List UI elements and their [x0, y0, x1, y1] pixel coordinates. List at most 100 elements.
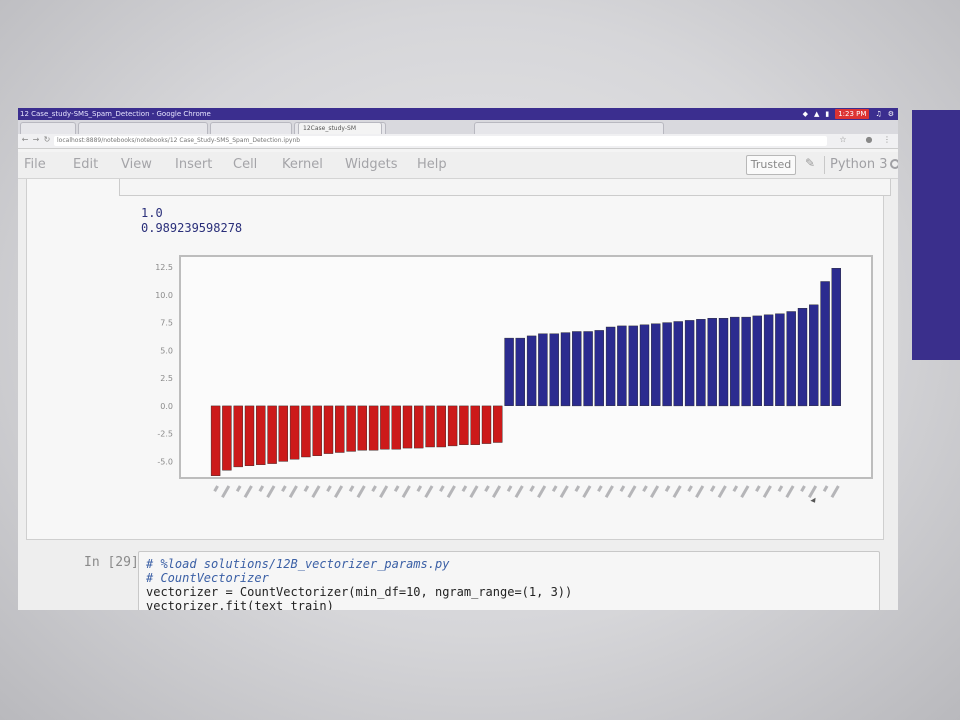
bar-positive — [797, 308, 808, 407]
coefficient-bar-chart: 12.5 10.0 7.5 5.0 2.5 0.0 -2.5 -5.0 — [155, 255, 873, 499]
window-title: 12 Case_study-SMS_Spam_Detection - Googl… — [20, 110, 211, 118]
x-tick-label-blurred — [717, 485, 727, 499]
x-tick-label-blurred — [514, 485, 524, 499]
trusted-indicator[interactable]: Trusted — [746, 155, 796, 175]
bar-positive — [696, 319, 706, 407]
x-tick-label-blurred — [243, 485, 253, 499]
bar-positive — [628, 325, 638, 407]
code-line: vectorizer.fit(text_train) — [146, 599, 334, 610]
tab-strip: 12Case_study-SM — [18, 120, 898, 134]
dropbox-icon[interactable]: ◆ — [802, 110, 808, 118]
x-tick-label-blurred — [221, 485, 231, 499]
output-line: 1.0 — [141, 206, 163, 220]
forward-icon[interactable]: → — [32, 135, 40, 144]
previous-input-cell[interactable] — [119, 179, 891, 196]
settings-icon[interactable]: ⚙ — [887, 110, 894, 118]
bar-negative — [368, 405, 379, 451]
menu-cell[interactable]: Cell — [233, 157, 258, 172]
x-tick-label-blurred — [559, 485, 569, 499]
bar-negative — [459, 405, 469, 445]
x-tick-label-blurred — [424, 485, 434, 499]
menu-kernel[interactable]: Kernel — [282, 157, 323, 172]
bar-negative — [312, 405, 322, 456]
x-tick-label-blurred — [439, 485, 445, 492]
bar-negative — [233, 405, 243, 468]
x-tick-label-blurred — [379, 485, 389, 499]
menu-edit[interactable]: Edit — [73, 157, 99, 172]
x-tick-label-blurred — [235, 485, 242, 492]
bar-positive — [515, 337, 525, 406]
x-tick-label-blurred — [709, 485, 716, 492]
menu-help[interactable]: Help — [417, 157, 447, 172]
bar-positive — [538, 333, 548, 407]
extension-icon[interactable]: ● — [865, 135, 873, 144]
y-tick-label: -2.5 — [157, 430, 173, 439]
x-tick-label-blurred — [356, 485, 366, 499]
menu-widgets[interactable]: Widgets — [345, 157, 398, 172]
menu-insert[interactable]: Insert — [175, 157, 213, 172]
bar-positive — [684, 320, 695, 407]
output-cell: 1.0 0.989239598278 12.5 10.0 7.5 5.0 2.5 0.0 -… — [26, 179, 891, 540]
x-tick-label-blurred — [537, 485, 547, 499]
output-line: 0.989239598278 — [141, 221, 243, 235]
bar-negative — [346, 405, 356, 452]
input-prompt: In [29]: — [84, 555, 147, 570]
battery-icon[interactable]: ▮ — [825, 110, 830, 118]
x-tick-label-blurred — [604, 485, 614, 499]
bar-positive — [730, 316, 740, 407]
x-tick-label-blurred — [258, 485, 265, 492]
kernel-name[interactable]: Python 3 — [830, 157, 888, 172]
browser-tab[interactable] — [78, 122, 208, 134]
bar-positive — [763, 314, 774, 406]
x-tick-label-blurred — [582, 485, 592, 499]
browser-window: 12 Case_study-SMS_Spam_Detection - Googl… — [18, 108, 898, 610]
x-tick-label-blurred — [461, 485, 468, 492]
x-tick-labels — [213, 485, 840, 499]
x-tick-label-blurred — [288, 485, 298, 499]
y-tick-label: -5.0 — [157, 457, 173, 466]
x-tick-label-blurred — [830, 485, 840, 499]
bar-negative — [244, 405, 255, 466]
bar-negative — [481, 405, 492, 444]
bars-group — [210, 268, 841, 476]
reload-icon[interactable]: ↻ — [43, 135, 51, 144]
browser-tab-active[interactable]: 12Case_study-SM — [298, 122, 382, 134]
network-icon[interactable]: ▲ — [813, 110, 820, 118]
chrome-menu-icon[interactable]: ⋮ — [883, 135, 891, 144]
bar-positive — [707, 317, 717, 407]
bar-positive — [572, 331, 582, 407]
x-tick-label-blurred — [506, 485, 513, 492]
bookmark-star-icon[interactable]: ☆ — [839, 135, 847, 144]
x-tick-label-blurred — [371, 485, 377, 492]
bar-positive — [662, 322, 672, 407]
x-tick-label-blurred — [401, 485, 411, 499]
y-axis: 12.5 10.0 7.5 5.0 2.5 0.0 -2.5 -5.0 — [155, 263, 173, 466]
x-tick-label-blurred — [740, 485, 750, 499]
x-tick-label-blurred — [627, 485, 637, 499]
tray-clock[interactable]: 1:23 PM — [835, 109, 870, 119]
url-field[interactable]: localhost:8889/notebooks/notebooks/12 Ca… — [54, 136, 827, 146]
browser-tab[interactable] — [20, 122, 76, 134]
y-tick-label: 7.5 — [160, 319, 173, 328]
bar-positive — [583, 331, 593, 407]
code-cell[interactable]: # %load solutions/12B_vectorizer_params.… — [138, 551, 880, 610]
bar-negative — [380, 405, 390, 450]
code-line: vectorizer = CountVectorizer(min_df=10, … — [146, 585, 573, 599]
bar-negative — [323, 405, 334, 454]
back-icon[interactable]: ← — [21, 135, 29, 144]
address-bar: ← → ↻ localhost:8889/notebooks/notebooks… — [18, 134, 898, 149]
menu-view[interactable]: View — [121, 157, 152, 172]
x-tick-label-blurred — [348, 485, 355, 492]
menu-file[interactable]: File — [24, 157, 46, 172]
bar-negative — [210, 405, 221, 476]
volume-icon[interactable]: ♫ — [875, 110, 882, 118]
browser-tab[interactable] — [474, 122, 664, 134]
bar-negative — [256, 405, 266, 465]
x-tick-label-blurred — [311, 485, 321, 499]
bar-positive — [831, 268, 841, 407]
x-tick-label-blurred — [334, 485, 344, 499]
bar-positive — [526, 335, 537, 407]
bar-negative — [436, 405, 446, 448]
browser-tab[interactable] — [210, 122, 292, 134]
edit-pencil-icon[interactable]: ✎ — [805, 156, 816, 170]
